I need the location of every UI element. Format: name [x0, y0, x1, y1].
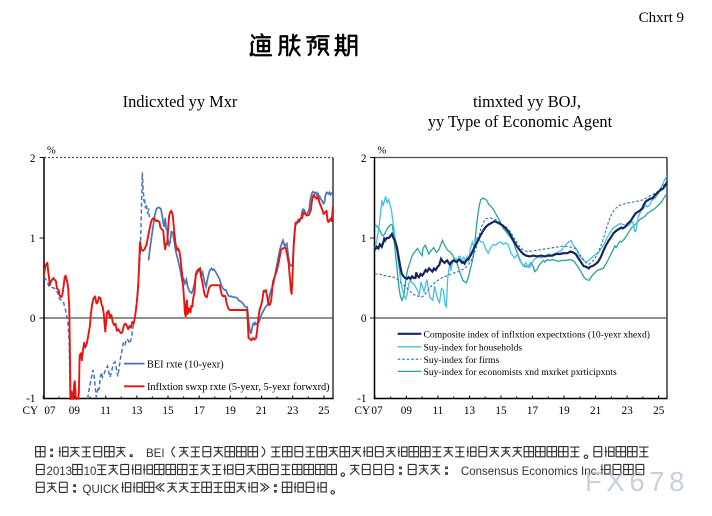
svg-text:timxted yy BOJ,: timxted yy BOJ, [473, 92, 581, 111]
svg-text:10: 10 [84, 466, 97, 478]
svg-text:09: 09 [401, 405, 413, 417]
svg-text:QUICK: QUICK [83, 484, 120, 496]
svg-text:2: 2 [361, 153, 367, 165]
svg-text:17: 17 [194, 405, 206, 417]
svg-text:2: 2 [30, 153, 36, 165]
svg-text:1: 1 [30, 233, 36, 245]
svg-text:-1: -1 [357, 393, 366, 405]
svg-text:CY: CY [355, 405, 371, 417]
svg-text:11: 11 [433, 405, 444, 417]
svg-text:25: 25 [653, 405, 665, 417]
svg-text:2013: 2013 [47, 466, 73, 478]
svg-text:Indicxted yy Mxr: Indicxted yy Mxr [123, 92, 238, 111]
svg-text:CY: CY [23, 405, 39, 417]
svg-text:17: 17 [527, 405, 539, 417]
svg-text:15: 15 [162, 405, 174, 417]
svg-text:Suy-index for firms: Suy-index for firms [424, 355, 500, 366]
svg-text:13: 13 [131, 405, 143, 417]
svg-text:21: 21 [590, 405, 601, 417]
svg-text:Chxrt 9: Chxrt 9 [639, 10, 684, 26]
svg-text:21: 21 [256, 405, 267, 417]
svg-text:19: 19 [559, 405, 571, 417]
svg-text:Composite index of inflxtion e: Composite index of inflxtion expectxtion… [424, 330, 650, 341]
svg-text:Suy-index for economists xnd m: Suy-index for economists xnd mxrket pxrt… [424, 367, 617, 378]
svg-text:FX678: FX678 [585, 466, 689, 497]
svg-text:%: % [378, 146, 387, 157]
svg-text:11: 11 [100, 405, 111, 417]
svg-text:09: 09 [69, 405, 81, 417]
svg-text:15: 15 [495, 405, 507, 417]
svg-text:13: 13 [464, 405, 476, 417]
svg-text:yy Type of Economic Agent: yy Type of Economic Agent [428, 112, 613, 131]
svg-text:0: 0 [30, 313, 36, 325]
svg-text:%: % [47, 146, 56, 157]
svg-text:Inflxtion swxp rxte (5-yexr, 5: Inflxtion swxp rxte (5-yexr, 5-yexr forw… [147, 382, 330, 393]
svg-text:07: 07 [44, 405, 56, 417]
svg-text:-1: -1 [26, 393, 35, 405]
svg-text:23: 23 [287, 405, 299, 417]
svg-text:19: 19 [225, 405, 237, 417]
svg-text:Suy-index for households: Suy-index for households [424, 343, 523, 354]
svg-text:23: 23 [622, 405, 634, 417]
svg-text:1: 1 [361, 233, 367, 245]
svg-text:BEI rxte (10-yexr): BEI rxte (10-yexr) [147, 359, 224, 370]
svg-text:25: 25 [318, 405, 330, 417]
svg-text:07: 07 [371, 405, 383, 417]
svg-text:0: 0 [361, 313, 367, 325]
svg-text:BEI: BEI [146, 448, 165, 460]
svg-text:Consensus Economics Inc.: Consensus Economics Inc. [461, 466, 600, 478]
